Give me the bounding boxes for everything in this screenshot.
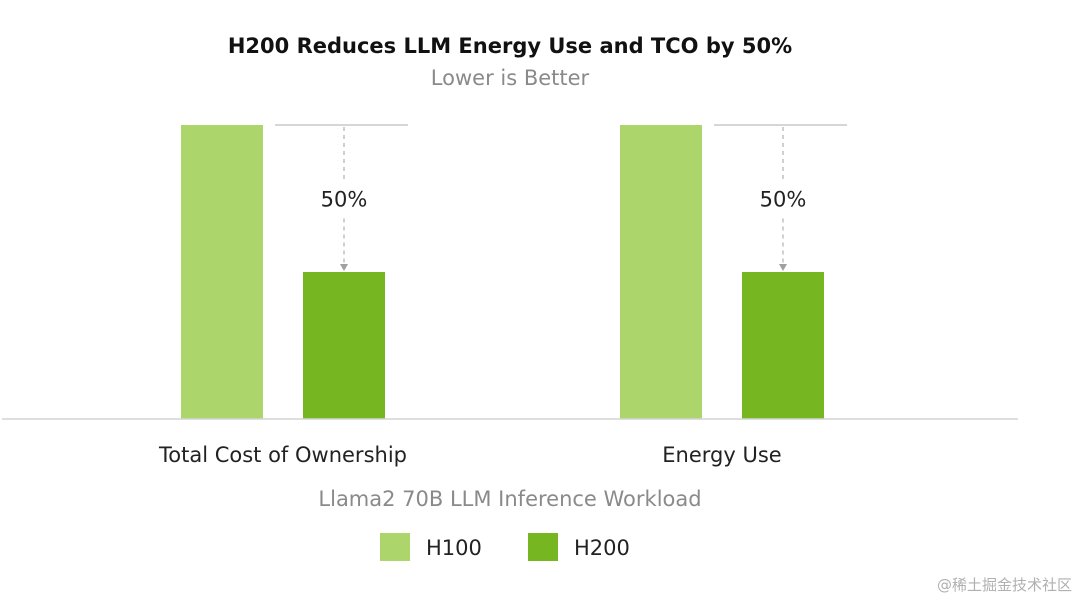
legend-swatch-h200 [528,533,558,561]
reduction-arrowhead-0 [340,264,348,271]
reduction-label-0: 50% [321,188,368,212]
legend: H100 H200 [380,533,630,561]
bar-h100-1 [620,125,702,419]
category-label-0: Total Cost of Ownership [158,443,407,467]
bar-h200-1 [742,272,824,419]
plot-area: 50% Total Cost of Ownership 50% Energy Use [158,124,847,467]
bar-h100-0 [181,125,263,419]
watermark: @稀土掘金技术社区 [936,576,1072,594]
legend-label-h100: H100 [426,536,482,560]
legend-label-h200: H200 [574,536,630,560]
bar-h200-0 [303,272,385,419]
reduction-arrowhead-1 [779,264,787,271]
x-axis-label: Llama2 70B LLM Inference Workload [318,487,701,511]
chart-title: H200 Reduces LLM Energy Use and TCO by 5… [228,34,792,58]
chart-subtitle: Lower is Better [431,66,590,90]
category-label-1: Energy Use [662,443,781,467]
legend-swatch-h100 [380,533,410,561]
reduction-label-1: 50% [760,188,807,212]
